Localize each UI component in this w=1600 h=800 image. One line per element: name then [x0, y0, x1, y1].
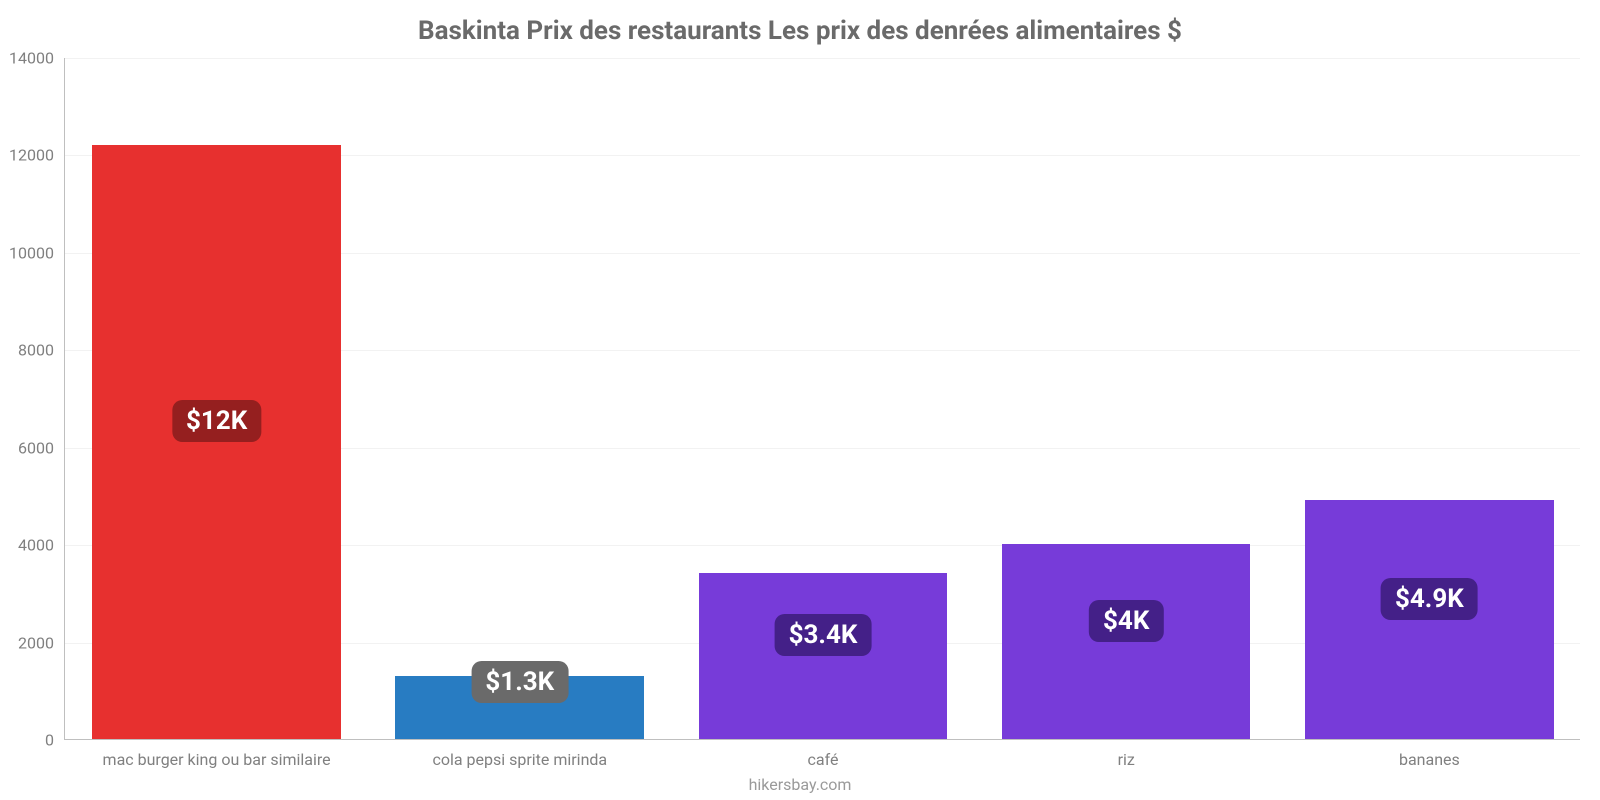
value-badge: $4.9K [1381, 578, 1478, 620]
bar-slot: $12K [65, 58, 368, 739]
bar [1002, 544, 1251, 739]
plot-area: 02000400060008000100001200014000$12Kmac … [64, 58, 1580, 740]
value-badge: $1.3K [471, 661, 568, 703]
y-tick-label: 0 [45, 731, 54, 750]
y-tick-label: 8000 [18, 341, 54, 360]
x-tick-label: cola pepsi sprite mirinda [432, 750, 607, 769]
price-bar-chart: Baskinta Prix des restaurants Les prix d… [0, 0, 1600, 800]
y-tick-label: 12000 [9, 146, 54, 165]
y-tick-label: 6000 [18, 438, 54, 457]
bar-slot: $1.3K [368, 58, 671, 739]
bar-slot: $4.9K [1278, 58, 1581, 739]
bar [92, 145, 341, 739]
y-tick-label: 10000 [9, 243, 54, 262]
x-tick-label: bananes [1399, 750, 1460, 769]
value-badge: $3.4K [775, 614, 872, 656]
chart-footer: hikersbay.com [0, 775, 1600, 794]
x-tick-label: riz [1118, 750, 1135, 769]
bar-slot: $4K [975, 58, 1278, 739]
y-tick-label: 4000 [18, 536, 54, 555]
value-badge: $12K [172, 400, 261, 442]
x-tick-label: mac burger king ou bar similaire [103, 750, 331, 769]
y-tick-label: 14000 [9, 49, 54, 68]
x-tick-label: café [808, 750, 839, 769]
bar [1305, 500, 1554, 739]
bar [699, 573, 948, 739]
bar-slot: $3.4K [671, 58, 974, 739]
y-tick-label: 2000 [18, 633, 54, 652]
value-badge: $4K [1089, 600, 1163, 642]
chart-title: Baskinta Prix des restaurants Les prix d… [0, 16, 1600, 46]
